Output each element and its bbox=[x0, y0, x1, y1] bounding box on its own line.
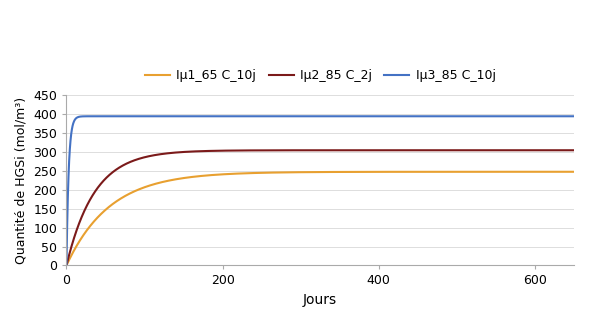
Iμ3_85 C_10j bbox=[121, 114, 128, 118]
Iμ2_85 C_2j bbox=[571, 148, 578, 152]
Legend: Iμ1_65 C_10j, Iμ2_85 C_2j, Iμ3_85 C_10j: Iμ1_65 C_10j, Iμ2_85 C_2j, Iμ3_85 C_10j bbox=[140, 64, 501, 87]
Iμ2_85 C_2j bbox=[561, 148, 568, 152]
Iμ3_85 C_10j bbox=[147, 114, 154, 118]
Iμ3_85 C_10j bbox=[151, 114, 158, 118]
Iμ1_65 C_10j bbox=[151, 182, 158, 186]
Iμ3_85 C_10j bbox=[63, 263, 70, 267]
Iμ2_85 C_2j bbox=[506, 148, 513, 152]
Iμ1_65 C_10j bbox=[63, 263, 70, 267]
Iμ3_85 C_10j bbox=[506, 114, 513, 118]
Iμ1_65 C_10j bbox=[121, 194, 128, 198]
X-axis label: Jours: Jours bbox=[303, 293, 337, 307]
Iμ1_65 C_10j bbox=[280, 170, 287, 174]
Line: Iμ3_85 C_10j: Iμ3_85 C_10j bbox=[67, 116, 574, 265]
Iμ2_85 C_2j bbox=[280, 148, 287, 152]
Iμ3_85 C_10j bbox=[571, 114, 578, 118]
Iμ1_65 C_10j bbox=[257, 171, 264, 175]
Iμ3_85 C_10j bbox=[280, 114, 287, 118]
Iμ2_85 C_2j bbox=[257, 148, 264, 152]
Y-axis label: Quantité de HGSi (mol/m³): Quantité de HGSi (mol/m³) bbox=[15, 97, 28, 264]
Line: Iμ2_85 C_2j: Iμ2_85 C_2j bbox=[67, 150, 574, 265]
Iμ2_85 C_2j bbox=[121, 163, 128, 166]
Iμ2_85 C_2j bbox=[63, 263, 70, 267]
Iμ1_65 C_10j bbox=[561, 170, 568, 174]
Iμ2_85 C_2j bbox=[151, 153, 158, 157]
Line: Iμ1_65 C_10j: Iμ1_65 C_10j bbox=[67, 172, 574, 265]
Iμ1_65 C_10j bbox=[571, 170, 578, 174]
Iμ3_85 C_10j bbox=[258, 114, 265, 118]
Iμ1_65 C_10j bbox=[506, 170, 513, 174]
Iμ3_85 C_10j bbox=[561, 114, 568, 118]
